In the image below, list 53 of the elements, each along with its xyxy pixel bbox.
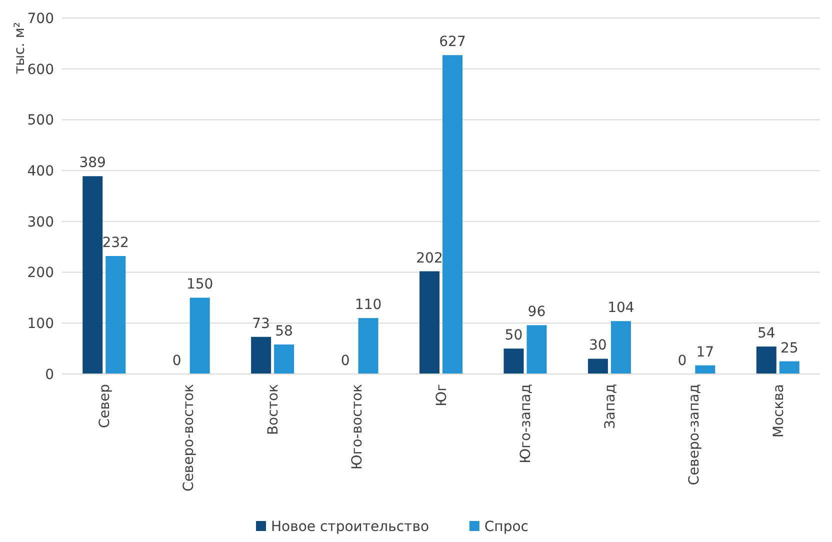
legend-label: Новое строительство: [271, 519, 430, 535]
legend-label: Спрос: [484, 519, 528, 535]
bar: [82, 176, 103, 374]
bar: [190, 298, 210, 374]
bar: [504, 348, 524, 374]
bar: [610, 321, 631, 374]
bar: [106, 256, 126, 374]
y-tick-label: 600: [27, 62, 54, 78]
x-tick-label: Восток: [265, 384, 282, 436]
y-axis-title: тыс. м²: [12, 22, 28, 74]
data-label: 50: [504, 328, 523, 344]
bar: [358, 318, 378, 374]
data-label: 627: [439, 34, 466, 50]
data-label: 110: [354, 297, 382, 314]
data-label: 389: [79, 155, 106, 172]
data-label: 0: [678, 353, 687, 369]
bar: [442, 55, 462, 374]
bar: [695, 365, 716, 374]
y-tick-label: 200: [27, 265, 54, 282]
x-tick-label: Москва: [770, 384, 787, 438]
x-tick-label: Юго-восток: [350, 384, 366, 470]
bar: [274, 344, 294, 374]
y-tick-label: 700: [27, 10, 54, 27]
data-label: 73: [252, 316, 270, 332]
bar: [526, 325, 547, 374]
data-label: 17: [696, 344, 714, 360]
data-label: 0: [340, 353, 350, 369]
data-label: 0: [172, 353, 182, 369]
x-tick-label: Запад: [602, 384, 618, 429]
data-label: 58: [275, 324, 293, 340]
x-tick-label: Север: [97, 384, 114, 428]
bar: [756, 346, 776, 374]
data-label: 202: [416, 250, 443, 266]
data-label: 232: [102, 235, 129, 252]
data-label: 30: [589, 338, 607, 354]
bar: [779, 361, 800, 374]
y-tick-label: 0: [45, 366, 54, 383]
y-tick-label: 300: [27, 214, 54, 230]
data-label: 25: [780, 340, 798, 356]
data-label: 150: [186, 276, 214, 293]
y-tick-label: 500: [27, 112, 54, 129]
y-tick-label: 400: [27, 163, 54, 180]
x-tick-label: Северо-запад: [686, 384, 703, 486]
bar: [420, 271, 440, 374]
x-tick-label: Северо-восток: [181, 384, 198, 492]
data-label: 54: [757, 326, 776, 342]
x-tick-label: Юг: [434, 384, 450, 406]
bar: [588, 358, 608, 374]
x-tick-label: Юго-запад: [518, 384, 534, 464]
y-tick-label: 100: [27, 316, 54, 332]
bar: [251, 336, 272, 374]
data-label: 96: [528, 304, 546, 320]
data-label: 104: [608, 300, 634, 316]
